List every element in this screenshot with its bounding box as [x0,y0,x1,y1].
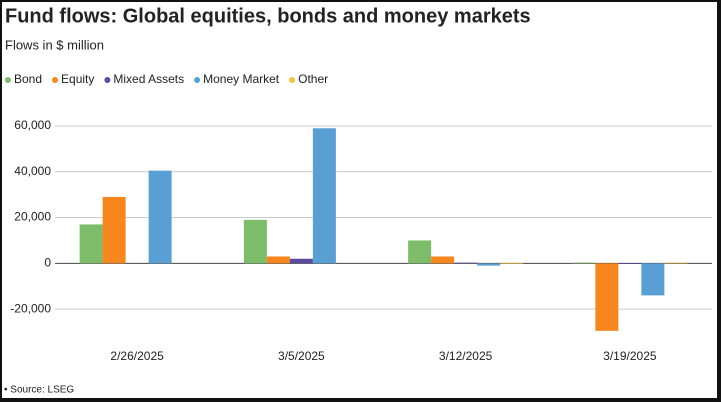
bar [289,258,313,264]
legend-label: Mixed Assets [113,72,184,86]
bar [595,263,619,331]
bar [641,263,665,296]
legend-label: Money Market [203,72,280,86]
x-tick-label: 3/12/2025 [439,349,493,363]
bar [454,262,478,264]
y-tick-label: 40,000 [14,164,51,178]
x-tick-label: 3/19/2025 [603,349,657,363]
bar [312,128,336,264]
y-tick-label: 60,000 [14,118,51,132]
bar [408,240,432,264]
legend-swatch [104,77,111,83]
legend-swatch [5,77,11,83]
y-tick-label: 20,000 [14,210,51,224]
legend-swatch [52,77,59,83]
legend-swatch [194,77,201,83]
legend-label: Equity [61,72,94,86]
x-tick-label: 3/5/2025 [278,349,325,363]
bar [79,224,103,264]
bar [572,262,596,264]
bar [477,263,501,266]
bar [431,256,455,264]
bar [618,263,642,265]
chart-title: Fund flows: Global equities, bonds and m… [5,5,531,27]
legend-swatch [289,77,296,83]
bar [102,196,126,264]
chart-subtitle: Flows in $ million [5,37,104,52]
x-tick-label: 2/26/2025 [110,349,164,363]
bar [266,256,290,264]
legend-label: Other [298,72,328,86]
source-note: • Source: LSEG [4,385,74,396]
bar [664,262,688,264]
bar [148,170,172,264]
bar [243,219,267,264]
bar [500,263,524,265]
legend-label: Bond [14,72,42,86]
y-tick-label: -20,000 [10,301,51,315]
y-tick-label: 0 [44,256,51,270]
